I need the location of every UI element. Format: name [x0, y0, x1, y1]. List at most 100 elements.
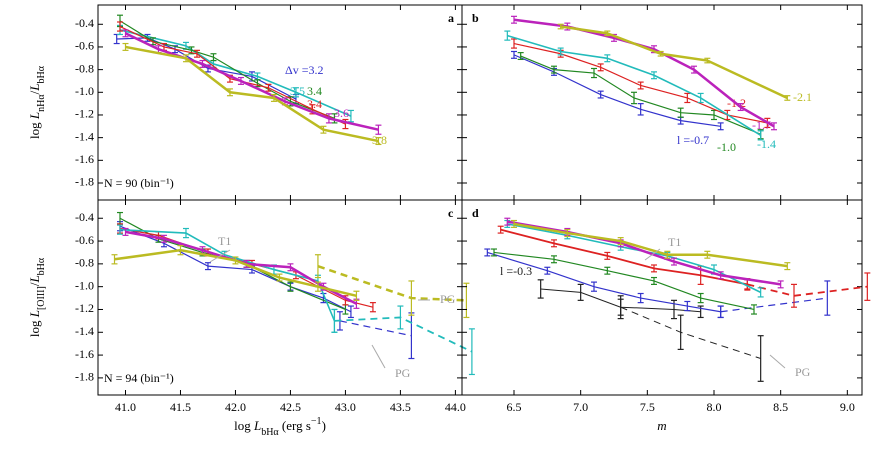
error-bar	[517, 52, 524, 61]
annotation-leader	[644, 248, 661, 261]
annotation-leader	[371, 344, 386, 369]
error-bar	[791, 283, 797, 308]
error-bar	[160, 234, 167, 243]
error-bar	[504, 217, 511, 226]
panel-label: a	[448, 11, 454, 25]
error-bar	[604, 266, 611, 275]
error-bar	[122, 42, 129, 51]
y-tick-label: -1.6	[75, 347, 94, 361]
x-tick-label: 42.0	[225, 400, 246, 414]
series-label: -1.0	[717, 140, 736, 154]
error-bar	[684, 300, 691, 312]
x-tick-label: 44.0	[445, 400, 466, 414]
x-tick-label: 41.5	[170, 400, 191, 414]
y-tick-label: -0.6	[75, 233, 94, 247]
error-bar	[551, 255, 557, 264]
error-bar	[677, 314, 684, 350]
series-label: l =-0.7	[677, 133, 709, 147]
error-bar	[537, 279, 544, 299]
y-tick-label: -1.0	[75, 84, 94, 98]
error-bar	[717, 305, 724, 319]
error-bar	[375, 137, 382, 146]
x-tick-label: 8.5	[773, 400, 788, 414]
error-bar	[771, 122, 777, 131]
y-axis-label-part: bHα	[36, 65, 47, 83]
panel: bl =-0.7 -1.0-1.2-1.4-1.7-2.1	[461, 4, 863, 201]
panel: 6.5 7.0 7.5 8.0 8.5 9.0 d l =-0.3 T1 PG m	[461, 199, 871, 433]
y-tick-label: -1.6	[75, 152, 94, 166]
error-bar	[463, 282, 470, 319]
error-bar	[511, 219, 517, 228]
error-bar	[468, 328, 475, 376]
y-tick-label: -0.4	[75, 16, 94, 30]
error-bar	[717, 271, 724, 280]
error-bar	[864, 272, 871, 301]
error-bar	[276, 273, 283, 282]
error-bar	[511, 50, 517, 59]
error-bar	[226, 88, 233, 97]
y-axis-label-part: log	[27, 119, 42, 139]
error-bar	[664, 250, 671, 259]
y-tick-label: -1.2	[75, 107, 94, 121]
series-line	[493, 251, 755, 311]
y-axis-label-part: /	[27, 282, 42, 286]
annotation: T1	[668, 235, 681, 249]
error-bar	[314, 281, 321, 292]
series-label: 3.4	[307, 97, 322, 111]
error-bar	[177, 245, 184, 256]
error-bar	[292, 87, 299, 98]
error-bar	[325, 113, 332, 124]
x-axis-label-part: log	[234, 418, 254, 433]
y-axis-label-part: L	[27, 112, 42, 120]
error-bar	[577, 283, 584, 301]
x-tick-label: 43.0	[335, 400, 356, 414]
series-line	[119, 225, 352, 313]
error-bar	[287, 281, 294, 292]
error-bar	[557, 47, 564, 56]
annotation: PG	[395, 366, 411, 380]
error-bar	[604, 251, 611, 260]
error-bar	[597, 90, 604, 99]
error-bar	[784, 95, 791, 101]
error-bar	[122, 29, 129, 38]
series-line	[560, 25, 788, 100]
annotation: T1	[218, 234, 231, 248]
y-axis-label-part: bHα	[36, 257, 47, 275]
series-line	[513, 222, 788, 268]
y-axis-label-part: L	[27, 84, 42, 92]
y-axis-label-part: nHα	[36, 94, 47, 112]
error-bar	[408, 312, 415, 360]
x-tick-label: 8.0	[707, 400, 722, 414]
error-bar	[697, 292, 704, 304]
error-bar	[544, 266, 551, 275]
series-line	[339, 320, 412, 337]
error-bar	[116, 224, 123, 235]
error-bar	[320, 125, 327, 134]
series-label: 3.8	[372, 133, 387, 147]
x-tick-label: 7.0	[573, 400, 588, 414]
error-bar	[617, 237, 624, 246]
error-bar	[651, 71, 657, 80]
error-bar	[757, 335, 764, 382]
series-line	[487, 251, 721, 313]
error-bar	[397, 305, 404, 330]
error-bar	[331, 308, 338, 333]
x-axis-label-part: bHα	[261, 427, 279, 438]
error-bar	[551, 239, 557, 248]
panel-label: b	[472, 11, 479, 25]
error-bar	[597, 63, 604, 72]
error-bar	[182, 54, 189, 63]
error-bar	[210, 53, 217, 62]
panel-note: N = 90 (bin⁻¹)	[104, 176, 174, 190]
error-bar	[604, 54, 611, 63]
error-bar	[353, 290, 360, 301]
error-bar	[604, 30, 611, 37]
error-bar	[777, 280, 784, 289]
y-tick-label: -0.6	[75, 39, 94, 53]
error-bar	[111, 254, 118, 265]
error-bar	[551, 65, 557, 74]
error-bar	[637, 103, 644, 116]
error-bar	[591, 281, 597, 292]
series-label: 3.5	[290, 84, 305, 98]
